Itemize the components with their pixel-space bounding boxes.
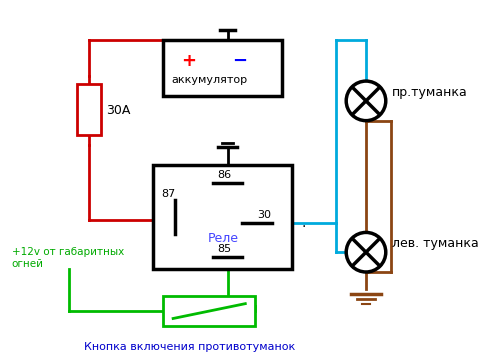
Text: Реле: Реле — [208, 232, 238, 245]
Bar — [154, 165, 292, 269]
Text: пр.туманка: пр.туманка — [392, 86, 468, 99]
Bar — [163, 40, 282, 96]
Text: лев. туманка: лев. туманка — [392, 237, 478, 250]
Circle shape — [346, 232, 386, 272]
Text: 30: 30 — [257, 210, 271, 219]
Text: 87: 87 — [161, 189, 176, 199]
Text: аккумулятор: аккумулятор — [171, 75, 247, 85]
Text: Кнопка включения противотуманок: Кнопка включения противотуманок — [84, 342, 296, 352]
Text: +12v от габаритных
огней: +12v от габаритных огней — [12, 247, 124, 269]
Text: 30А: 30А — [106, 104, 130, 117]
Bar — [77, 84, 101, 135]
Text: 86: 86 — [218, 170, 232, 180]
Circle shape — [346, 81, 386, 121]
Bar — [163, 296, 255, 326]
Text: 85: 85 — [218, 244, 232, 254]
Text: .: . — [302, 217, 306, 230]
Text: −: − — [232, 52, 248, 70]
Text: +: + — [181, 52, 196, 70]
